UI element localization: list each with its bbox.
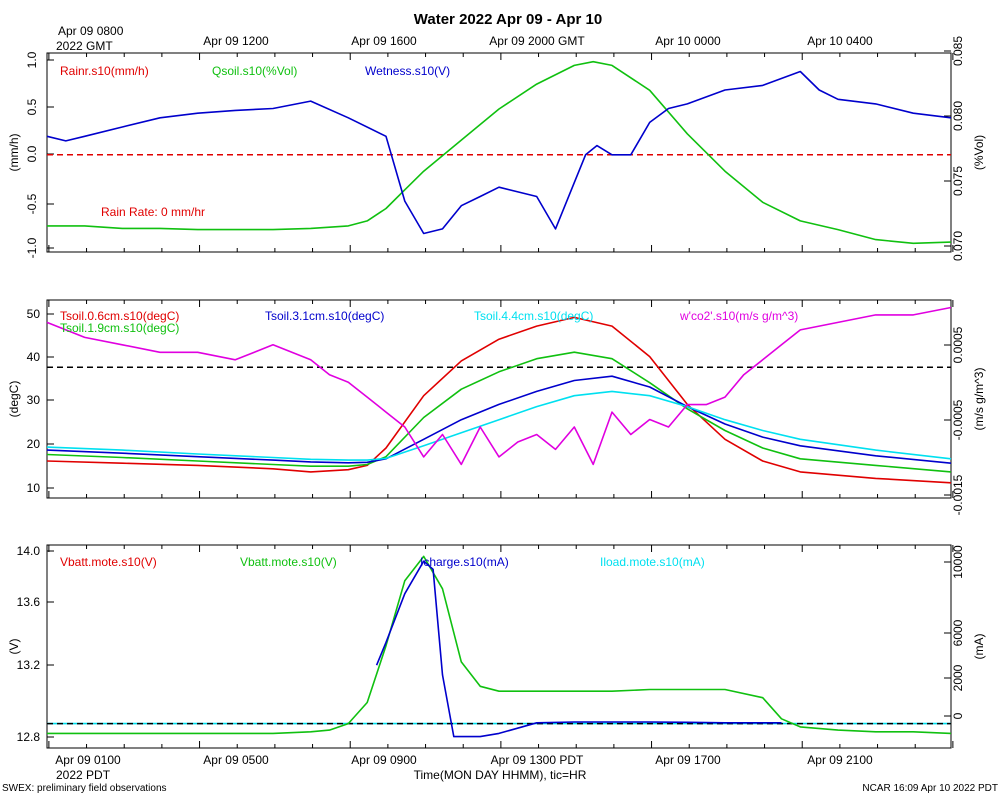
panel-0-ylabel-right: (%Vol) [972,135,986,170]
legend-wetness-s10-v: Wetness.s10(V) [365,64,450,78]
panel-0-ytick-left-label: -0.5 [25,193,39,214]
bottom-tick-label-apr-09-1700: Apr 09 1700 [655,753,721,767]
series-w-co2-s10-m-s-g-m-3 [46,306,952,466]
series-icharge-s10-ma [375,560,782,738]
panel-1-ytick-left-label: 10 [27,481,41,495]
panel-1-ytick-right-label: -0.0015 [951,474,965,515]
bottom-tick-label-apr-09-0500: Apr 09 0500 [203,753,269,767]
panel-0-ytick-left-label: 0.0 [25,145,39,162]
top-tick-label-apr-09-2000-gmt: Apr 09 2000 GMT [489,34,585,48]
top-axis-start-label: Apr 09 0800 [58,24,124,38]
panel-soil-temperature: 50 40 30 20 10 0.0005 -0.0005 -0.0015 (degC) (m/s… [7,299,986,515]
series-tsoil-1-9cm-s10-degc [46,351,952,473]
panel-0-ytick-left-label: 0.5 [25,98,39,115]
legend-qsoil-s10-vol: Qsoil.s10(%Vol) [212,64,297,78]
panel-2-ytick-right-label: 6000 [951,619,965,646]
panel-1-ytick-left-label: 30 [27,393,41,407]
panel-1-ytick-left-label: 50 [27,307,41,321]
figure-title: Water 2022 Apr 09 - Apr 10 [414,11,602,28]
panel-0-ytick-right-label: 0.070 [951,231,965,261]
panel-1-ytick-right-label: -0.0005 [951,399,965,440]
legend-tsoil-3-1cm-s10-degc: Tsoil.3.1cm.s10(degC) [265,309,384,323]
legend-tsoil-1-9cm-s10-degc: Tsoil.1.9cm.s10(degC) [60,321,179,335]
panel-0-ytick-right-label: 0.085 [951,36,965,66]
rain-rate-annotation: Rain Rate: 0 mm/hr [101,205,205,219]
legend-w-co2-s10-m-s-g-m-3: w'co2'.s10(m/s g/m^3) [679,309,798,323]
panel-1-frame [46,299,952,499]
panel-2-frame [46,544,952,749]
bottom-tick-label-apr-09-0900: Apr 09 0900 [351,753,417,767]
panel-0-ytick-left-label: -1.0 [25,237,39,258]
series-tsoil-3-1cm-s10-degc [46,375,952,464]
panel-2-ytick-left-label: 13.2 [17,658,41,672]
bottom-tick-label-apr-09-2100: Apr 09 2100 [807,753,873,767]
series-tsoil-4-4cm-s10-degc [46,390,952,461]
panel-0-ylabel-left: (mm/h) [7,134,21,172]
series-wetness-s10-v [46,70,952,235]
panel-1-ylabel-left: (degC) [7,381,21,418]
footer-left: SWEX: preliminary field observations [2,783,167,794]
panel-2-ylabel-left: (V) [7,639,21,655]
series-tsoil-0-6cm-s10-degc [46,316,952,484]
legend-vbatt-mote-s10-v: Vbatt.mote.s10(V) [60,555,157,569]
panel-2-ytick-left-label: 12.8 [17,730,41,744]
series-vbatt-mote-s10-v [47,555,952,735]
legend-icharge-s10-ma: Icharge.s10(mA) [420,555,509,569]
panel-2-ylabel-right: (mA) [972,634,986,660]
panel-0-ytick-right-label: 0.075 [951,166,965,196]
panel-rain-soil-wetness: 1.0 0.5 0.0 -0.5 -1.0 0.085 0.080 0.075 0.070 (mm… [7,36,986,261]
legend-tsoil-4-4cm-s10-degc: Tsoil.4.4cm.s10(degC) [474,309,593,323]
panel-2-ytick-left-label: 13.6 [17,595,41,609]
bottom-tick-label-apr-09-0100: Apr 09 0100 [55,753,121,767]
bottom-axis-year: 2022 PDT [56,768,111,782]
top-tick-label-apr-10-0000: Apr 10 0000 [655,34,721,48]
legend-iload-mote-s10-ma: Iload.mote.s10(mA) [600,555,705,569]
top-tick-label-apr-09-1200: Apr 09 1200 [203,34,269,48]
panel-battery-charge: 14.0 13.6 13.2 12.8 10000 6000 2000 0 (V) (mA) Vba… [7,544,986,749]
top-tick-label-apr-10-0400: Apr 10 0400 [807,34,873,48]
panel-1-ylabel-right: (m/s g/m^3) [972,368,986,431]
panel-2-ytick-right-label: 2000 [951,664,965,691]
panel-0-ytick-right-label: 0.080 [951,101,965,131]
panel-2-ytick-left-label: 14.0 [17,544,41,558]
series-qsoil-s10-vol [47,60,952,245]
panel-2-ytick-right-label: 0 [951,712,965,719]
panel-0-frame [46,52,952,253]
bottom-axis-tick-labels: Apr 09 0100 Apr 09 0500 Apr 09 0900 Apr 09 … [55,753,873,767]
panel-1-ytick-right-label: 0.0005 [951,326,965,363]
panel-1-ytick-left-label: 20 [27,437,41,451]
panel-2-ytick-right-label: 10000 [951,545,965,579]
top-axis-start-year: 2022 GMT [56,39,113,53]
legend-vbatt-mote-s10-v: Vbatt.mote.s10(V) [240,555,337,569]
panel-1-ytick-left-label: 40 [27,350,41,364]
footer-right: NCAR 16:09 Apr 10 2022 PDT [862,783,998,794]
panel-0-ytick-left-label: 1.0 [25,51,39,68]
bottom-tick-label-apr-09-1300-pdt: Apr 09 1300 PDT [491,753,584,767]
legend-rainr-s10-mm-h: Rainr.s10(mm/h) [60,64,149,78]
x-axis-label: Time(MON DAY HHMM), tic=HR [414,768,587,782]
legend-tsoil-0-6cm-s10-degc: Tsoil.0.6cm.s10(degC) [60,309,179,323]
top-tick-label-apr-09-1600: Apr 09 1600 [351,34,417,48]
top-axis-tick-labels: Apr 09 1200 Apr 09 1600 Apr 09 2000 GMT Apr… [203,34,873,48]
